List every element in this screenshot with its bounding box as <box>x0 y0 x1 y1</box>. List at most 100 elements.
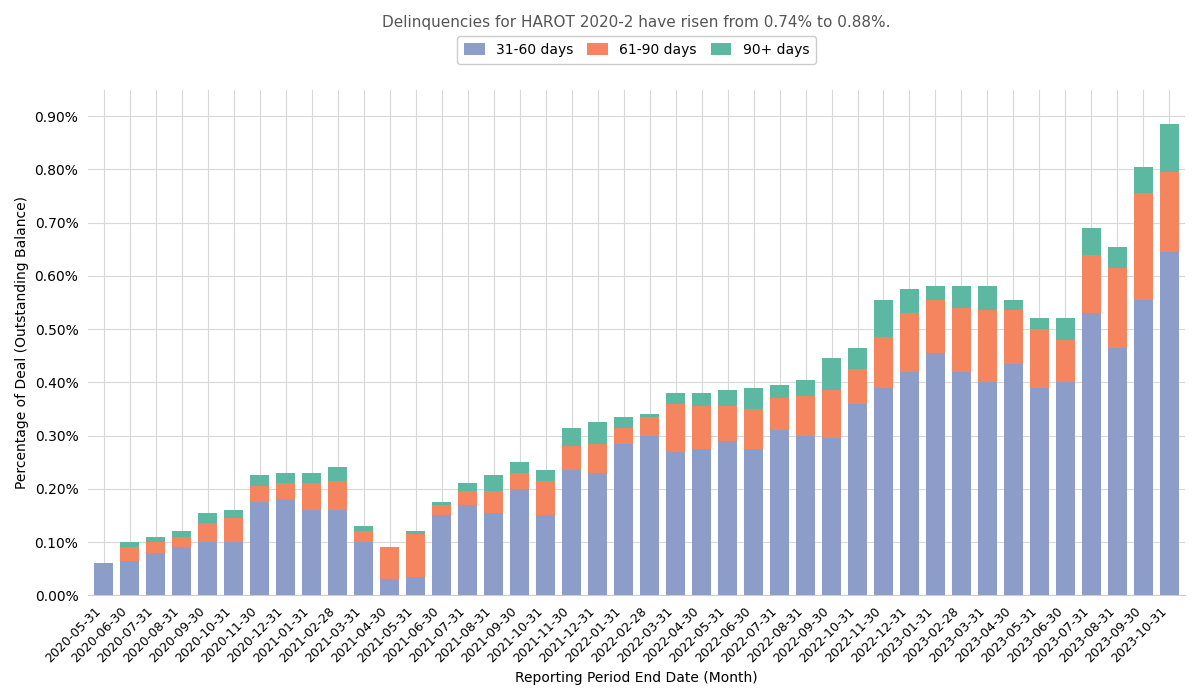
Bar <box>900 313 919 372</box>
Bar <box>666 393 685 404</box>
Bar <box>432 505 451 515</box>
Bar <box>978 310 997 382</box>
Bar <box>224 510 244 518</box>
Bar <box>510 473 529 489</box>
Bar <box>146 537 166 542</box>
Bar <box>198 512 217 524</box>
Legend: 31-60 days, 61-90 days, 90+ days: 31-60 days, 61-90 days, 90+ days <box>457 36 816 64</box>
Bar <box>744 409 763 449</box>
Bar <box>796 379 815 396</box>
Bar <box>146 553 166 595</box>
Bar <box>536 515 556 595</box>
Bar <box>769 398 790 430</box>
Bar <box>172 537 192 547</box>
Bar <box>380 547 400 580</box>
Bar <box>120 547 139 561</box>
Bar <box>1003 310 1024 364</box>
Bar <box>978 286 997 310</box>
Bar <box>925 300 946 353</box>
Bar <box>406 534 425 577</box>
Bar <box>484 475 503 491</box>
Bar <box>354 542 373 595</box>
Bar <box>1056 340 1075 382</box>
Bar <box>276 484 295 499</box>
Bar <box>380 580 400 595</box>
Bar <box>666 452 685 595</box>
Bar <box>406 531 425 534</box>
Bar <box>718 406 737 441</box>
Bar <box>822 358 841 391</box>
Bar <box>588 444 607 473</box>
Bar <box>900 372 919 595</box>
Bar <box>1108 348 1127 595</box>
Bar <box>614 428 634 444</box>
Bar <box>692 449 712 595</box>
Bar <box>406 577 425 595</box>
Title: Delinquencies for HAROT 2020-2 have risen from 0.74% to 0.88%.: Delinquencies for HAROT 2020-2 have rise… <box>383 15 890 30</box>
Bar <box>458 484 478 491</box>
Bar <box>588 473 607 595</box>
Bar <box>640 435 659 595</box>
Bar <box>198 524 217 542</box>
Bar <box>796 395 815 435</box>
Bar <box>458 505 478 595</box>
Bar <box>769 385 790 398</box>
Bar <box>328 468 348 481</box>
Bar <box>822 438 841 595</box>
Bar <box>250 486 270 502</box>
Bar <box>1056 382 1075 595</box>
Bar <box>536 481 556 515</box>
Bar <box>354 526 373 531</box>
Bar <box>1003 364 1024 595</box>
Bar <box>847 404 868 595</box>
Bar <box>692 393 712 406</box>
Bar <box>614 417 634 428</box>
Bar <box>484 512 503 595</box>
Bar <box>614 444 634 595</box>
Bar <box>120 561 139 595</box>
Bar <box>1030 388 1049 595</box>
Bar <box>1159 124 1180 172</box>
Bar <box>276 473 295 484</box>
Bar <box>484 491 503 512</box>
Bar <box>172 531 192 537</box>
Bar <box>1003 300 1024 310</box>
Bar <box>146 542 166 553</box>
Bar <box>302 510 322 595</box>
Bar <box>328 510 348 595</box>
Bar <box>847 369 868 404</box>
Bar <box>1108 268 1127 348</box>
Bar <box>510 462 529 472</box>
Bar <box>925 286 946 300</box>
Bar <box>276 499 295 595</box>
Bar <box>952 372 971 595</box>
Y-axis label: Percentage of Deal (Outstanding Balance): Percentage of Deal (Outstanding Balance) <box>16 196 29 489</box>
Bar <box>536 470 556 481</box>
X-axis label: Reporting Period End Date (Month): Reporting Period End Date (Month) <box>515 671 758 685</box>
Bar <box>874 337 893 388</box>
Bar <box>1081 228 1102 255</box>
Bar <box>94 564 114 595</box>
Bar <box>432 502 451 505</box>
Bar <box>952 308 971 372</box>
Bar <box>302 484 322 510</box>
Bar <box>718 441 737 595</box>
Bar <box>328 481 348 510</box>
Bar <box>640 414 659 417</box>
Bar <box>796 435 815 595</box>
Bar <box>120 542 139 547</box>
Bar <box>1134 167 1153 193</box>
Bar <box>1159 252 1180 595</box>
Bar <box>978 382 997 595</box>
Bar <box>847 348 868 369</box>
Bar <box>1134 193 1153 300</box>
Bar <box>224 518 244 542</box>
Bar <box>588 422 607 444</box>
Bar <box>250 475 270 486</box>
Bar <box>354 531 373 542</box>
Bar <box>769 430 790 595</box>
Bar <box>952 286 971 308</box>
Bar <box>874 388 893 595</box>
Bar <box>1030 318 1049 329</box>
Bar <box>744 449 763 595</box>
